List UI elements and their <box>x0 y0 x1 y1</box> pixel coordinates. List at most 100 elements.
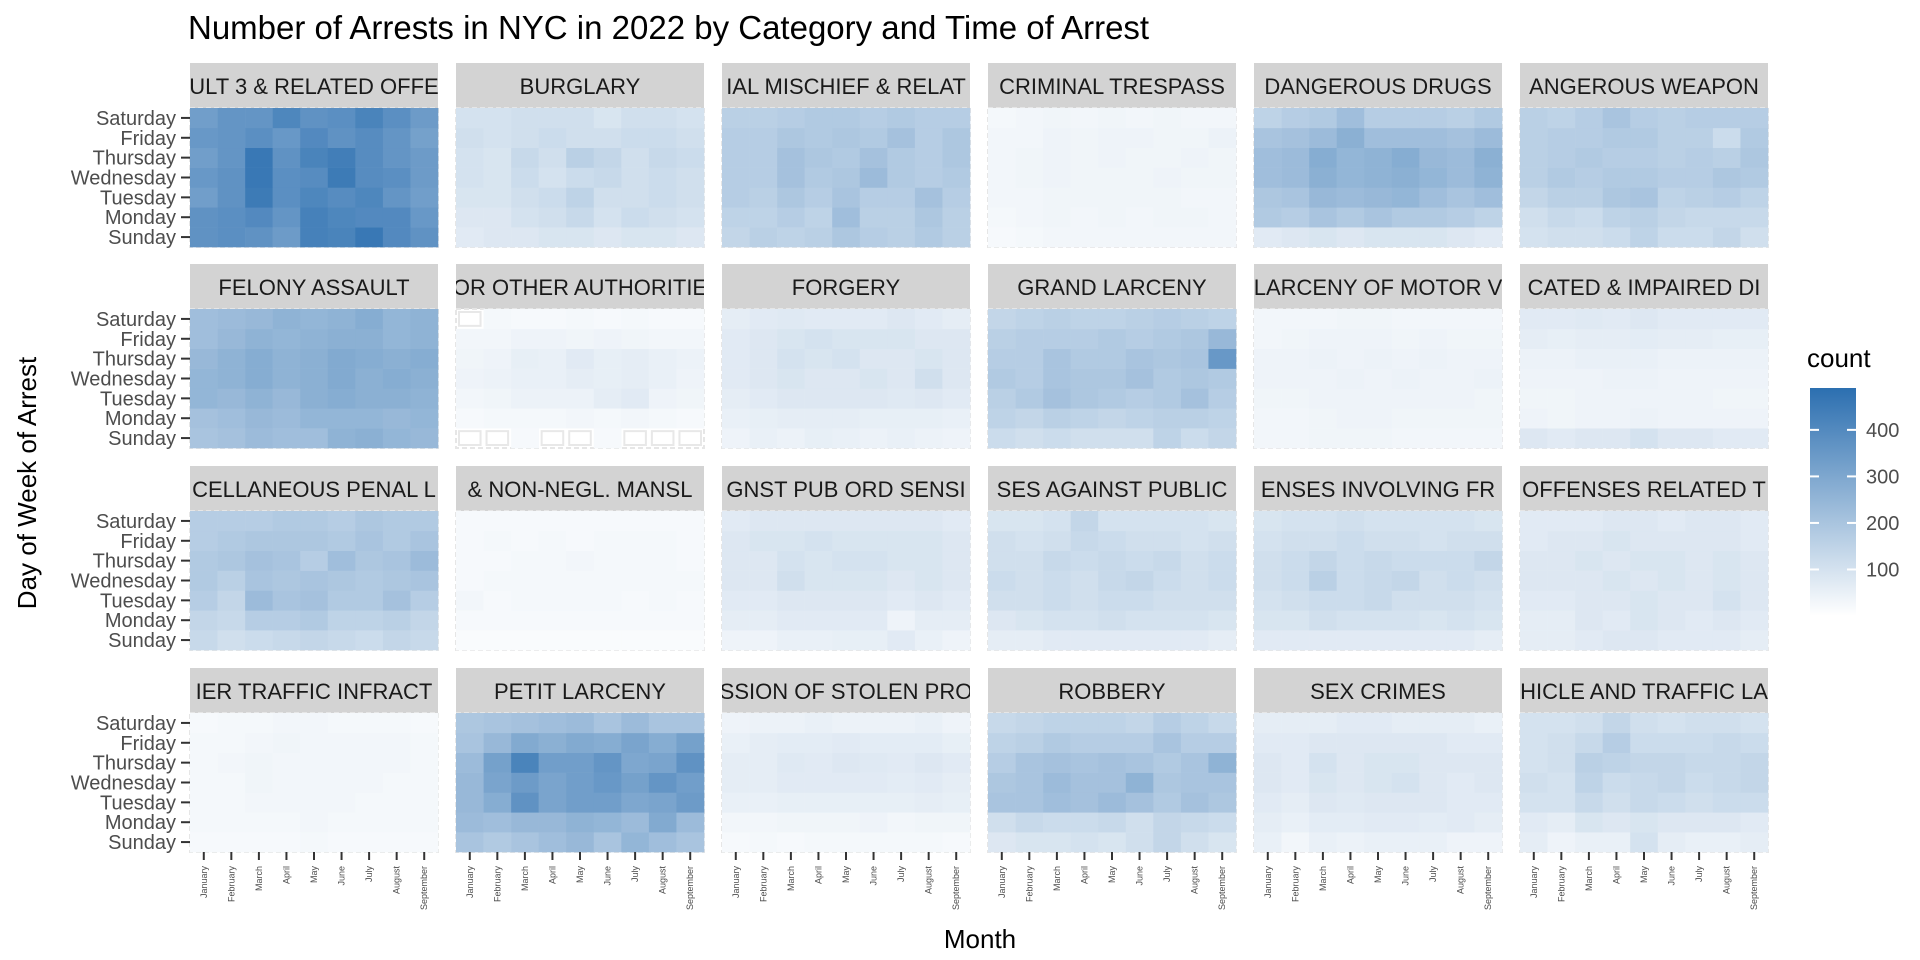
x-tick-label: April <box>281 866 291 884</box>
heatmap-cell <box>355 167 384 188</box>
heatmap-cell <box>593 328 622 350</box>
x-tick-label: June <box>1135 866 1145 886</box>
heatmap-cell <box>190 388 218 409</box>
heatmap-cell <box>749 328 778 350</box>
heatmap-cell <box>988 550 1016 571</box>
heatmap-cell <box>272 530 301 552</box>
heatmap-cell <box>511 832 539 853</box>
heatmap-cell <box>217 127 246 149</box>
heatmap-cell <box>832 187 861 208</box>
facet-strip <box>722 466 970 511</box>
heatmap-cell <box>1740 511 1769 532</box>
heatmap-cell <box>327 348 356 369</box>
x-tick-label: May <box>1639 866 1649 884</box>
heatmap-cell <box>1474 187 1503 208</box>
x-tick-label: July <box>364 866 374 883</box>
heatmap-cell <box>190 511 218 532</box>
heatmap-cell <box>988 108 1016 129</box>
heatmap-cell <box>942 227 971 248</box>
heatmap-cell <box>1281 207 1310 228</box>
heatmap-cell <box>988 511 1016 532</box>
heatmap-cell <box>648 127 677 149</box>
heatmap-cell <box>648 610 677 631</box>
heatmap-cell <box>859 511 888 532</box>
heatmap-cell <box>483 610 512 631</box>
heatmap-cell <box>1657 772 1686 793</box>
heatmap-cell <box>1125 713 1154 734</box>
heatmap-cell <box>1419 309 1448 330</box>
heatmap-cell <box>456 550 484 571</box>
heatmap-cell <box>272 812 301 833</box>
heatmap-cell <box>190 348 218 369</box>
heatmap-cell <box>1712 368 1741 389</box>
heatmap-cell <box>1254 167 1282 188</box>
heatmap-cell <box>1740 309 1769 330</box>
heatmap-cell <box>749 408 778 429</box>
heatmap-cell <box>1208 187 1237 208</box>
heatmap-cell <box>1070 832 1099 853</box>
heatmap-cell <box>245 368 273 389</box>
heatmap-cell <box>1740 812 1769 833</box>
heatmap-cell <box>1419 108 1448 129</box>
heatmap-cell <box>832 812 861 833</box>
x-tick-label: July <box>1694 866 1704 883</box>
heatmap-cell <box>1281 792 1310 813</box>
heatmap-cell <box>942 108 971 129</box>
heatmap-cell <box>1098 147 1127 168</box>
heatmap-cell <box>1070 368 1099 389</box>
heatmap-cell <box>914 428 943 449</box>
heatmap-cell <box>245 792 273 813</box>
heatmap-cell <box>887 550 916 571</box>
heatmap-cell <box>245 590 273 611</box>
heatmap-cell <box>1180 792 1209 813</box>
heatmap-cell <box>887 368 916 389</box>
heatmap-cell <box>1657 368 1686 389</box>
heatmap-cell <box>511 630 539 651</box>
heatmap-cell <box>1015 348 1044 369</box>
heatmap-cell <box>593 550 622 571</box>
heatmap-cell <box>1547 227 1576 248</box>
heatmap-cell <box>1098 408 1127 429</box>
legend-title: count <box>1807 343 1871 373</box>
heatmap-cell <box>410 530 439 552</box>
heatmap-cell <box>382 328 411 350</box>
heatmap-cell <box>676 590 705 611</box>
heatmap-cell <box>621 408 650 429</box>
heatmap-cell <box>382 348 411 369</box>
heatmap-cell <box>859 713 888 734</box>
heatmap-cell <box>1281 147 1310 168</box>
heatmap-cell <box>566 127 595 149</box>
heatmap-cell <box>190 772 218 793</box>
heatmap-cell <box>887 127 916 149</box>
heatmap-cell <box>593 832 622 853</box>
heatmap-cell <box>1474 812 1503 833</box>
facet-strip-label: DANGEROUS DRUGS <box>1264 74 1491 99</box>
heatmap-cell <box>410 167 439 188</box>
heatmap-cell <box>217 167 246 188</box>
heatmap-cell <box>1364 550 1393 571</box>
heatmap-cell <box>1446 772 1475 793</box>
heatmap-cell <box>1098 167 1127 188</box>
heatmap-cell <box>1740 368 1769 389</box>
heatmap-cell <box>1419 147 1448 168</box>
heatmap-cell <box>1098 732 1127 754</box>
heatmap-cell <box>593 408 622 429</box>
heatmap-cell <box>456 167 484 188</box>
heatmap-cell <box>1098 630 1127 651</box>
heatmap-cell <box>749 530 778 552</box>
heatmap-cell <box>1657 108 1686 129</box>
heatmap-cell <box>217 792 246 813</box>
heatmap-cell <box>382 227 411 248</box>
heatmap-cell <box>190 187 218 208</box>
heatmap-cell <box>245 530 273 552</box>
heatmap-cell <box>749 772 778 793</box>
heatmap-cell <box>676 309 705 330</box>
heatmap-cell <box>511 388 539 409</box>
heatmap-cell <box>1685 428 1714 449</box>
heatmap-cell <box>1098 187 1127 208</box>
heatmap-cell <box>566 147 595 168</box>
heatmap-cell <box>1180 713 1209 734</box>
heatmap-cell <box>566 309 595 330</box>
facet-panel: ENSES INVOLVING FR <box>1253 466 1503 651</box>
heatmap-cell <box>914 530 943 552</box>
